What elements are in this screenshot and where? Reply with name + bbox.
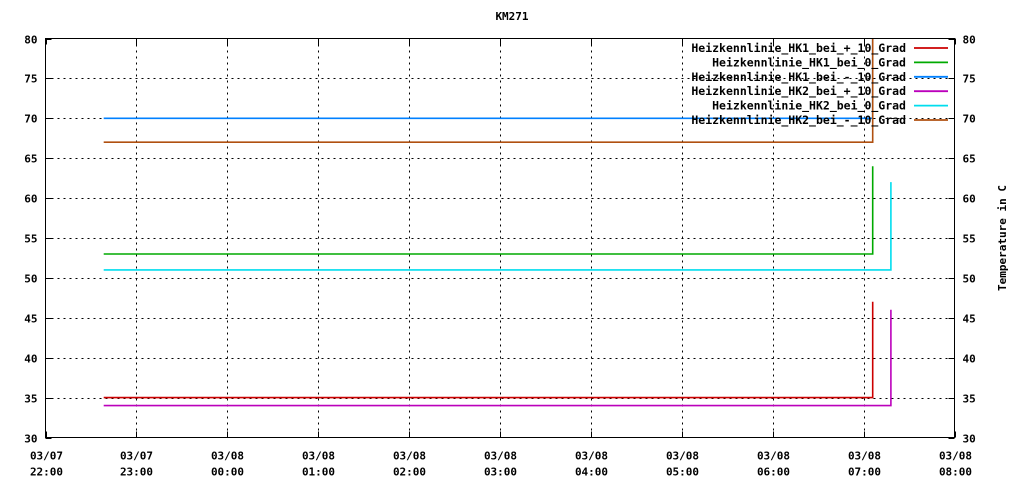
x-tick-label-time: 05:00 xyxy=(666,466,699,479)
x-tick-label-date: 03/08 xyxy=(393,450,426,463)
y-tick-label-right: 30 xyxy=(963,433,976,446)
x-tick-label-time: 01:00 xyxy=(302,466,335,479)
y-tick-label-right: 65 xyxy=(963,153,976,166)
y-tick-label-left: 35 xyxy=(24,393,37,406)
y-tick-label-left: 65 xyxy=(24,153,37,166)
x-tick-label-date: 03/08 xyxy=(757,450,790,463)
y-tick-label-right: 75 xyxy=(963,73,976,86)
x-tick-label-date: 03/08 xyxy=(939,450,972,463)
x-tick-label-time: 23:00 xyxy=(120,466,153,479)
series-line-4 xyxy=(103,182,892,271)
chart-title: KM271 xyxy=(495,10,528,23)
x-tick-label-date: 03/08 xyxy=(211,450,244,463)
y-tick-label-left: 50 xyxy=(24,273,37,286)
chart-legend: Heizkennlinie_HK1_bei_+_10_GradHeizkennl… xyxy=(691,41,948,128)
series-line-5 xyxy=(103,38,874,143)
series-line-3 xyxy=(103,309,892,407)
x-tick-label-date: 03/08 xyxy=(848,450,881,463)
y-tick-label-right: 40 xyxy=(963,353,976,366)
data-series-layer xyxy=(103,38,892,407)
y-tick-label-right: 50 xyxy=(963,273,976,286)
x-tick-label-time: 00:00 xyxy=(211,466,244,479)
series-line-0 xyxy=(103,301,874,399)
plot-border xyxy=(45,38,955,438)
grid-lines xyxy=(45,38,955,438)
legend-label-3: Heizkennlinie_HK2_bei_+_10_Grad xyxy=(691,84,906,99)
legend-label-4: Heizkennlinie_HK2_bei_0_Grad xyxy=(712,99,906,114)
legend-label-5: Heizkennlinie_HK2_bei_-_10_Grad xyxy=(691,113,906,128)
y-axis-ticks: 30 30 35 35 40 40 45 45 50 50 55 55 60 60 65 65 70 70 75 75… xyxy=(24,34,976,446)
y-tick-label-right: 70 xyxy=(963,113,976,126)
x-tick-label-time: 06:00 xyxy=(757,466,790,479)
y-tick-label-left: 40 xyxy=(24,353,37,366)
y-tick-label-left: 30 xyxy=(24,433,37,446)
x-tick-label-time: 03:00 xyxy=(484,466,517,479)
y-tick-label-right: 60 xyxy=(963,193,976,206)
x-axis-ticks: 03/07 22:00 03/07 23:00 03/08 00:00 03/08 01:00… xyxy=(30,38,972,479)
x-tick-label-date: 03/07 xyxy=(120,450,153,463)
y-tick-label-left: 55 xyxy=(24,233,37,246)
legend-label-0: Heizkennlinie_HK1_bei_+_10_Grad xyxy=(691,41,906,56)
y-tick-label-right: 45 xyxy=(963,313,976,326)
y-tick-label-left: 60 xyxy=(24,193,37,206)
y-tick-label-left: 70 xyxy=(24,113,37,126)
y-axis-title: Temperature in C xyxy=(996,185,1009,291)
x-tick-label-time: 08:00 xyxy=(939,466,972,479)
legend-label-1: Heizkennlinie_HK1_bei_0_Grad xyxy=(712,55,906,70)
x-tick-label-date: 03/08 xyxy=(666,450,699,463)
x-tick-label-date: 03/08 xyxy=(484,450,517,463)
x-tick-label-date: 03/07 xyxy=(30,450,63,463)
y-tick-label-right: 80 xyxy=(963,34,976,47)
y-tick-label-left: 80 xyxy=(24,34,37,47)
y-tick-label-right: 55 xyxy=(963,233,976,246)
y-tick-label-right: 35 xyxy=(963,393,976,406)
x-tick-label-time: 04:00 xyxy=(575,466,608,479)
x-tick-label-date: 03/08 xyxy=(575,450,608,463)
x-tick-label-date: 03/08 xyxy=(302,450,335,463)
x-tick-label-time: 02:00 xyxy=(393,466,426,479)
y-tick-label-left: 75 xyxy=(24,73,37,86)
x-tick-label-time: 07:00 xyxy=(848,466,881,479)
series-line-1 xyxy=(103,166,874,255)
x-tick-label-time: 22:00 xyxy=(30,466,63,479)
y-tick-label-left: 45 xyxy=(24,313,37,326)
legend-label-2: Heizkennlinie_HK1_bei_-_10_Grad xyxy=(691,70,906,85)
